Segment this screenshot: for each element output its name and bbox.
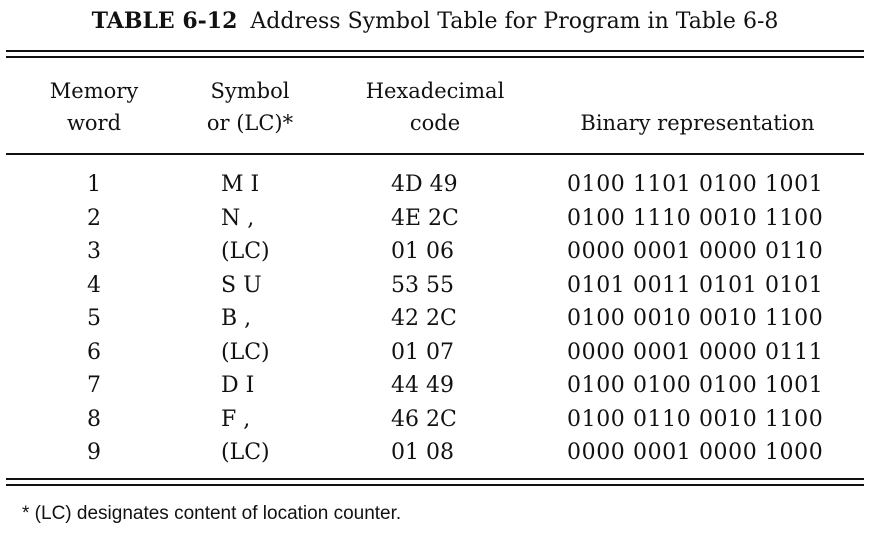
binary-cell: 0000 0001 0000 0110 (567, 239, 824, 264)
hex-cell: 4E 2C (391, 205, 459, 231)
symbol-cell: D I (221, 373, 255, 398)
header-binary-line1: Binary representation (580, 111, 815, 135)
binary-cell: 0100 1101 0100 1001 (567, 172, 824, 197)
memory-word-cell: 6 (87, 339, 101, 365)
header-memory-word: Memory word (40, 75, 148, 139)
hex-cell: 44 49 (391, 373, 454, 398)
hex-cell: 46 2C (391, 406, 457, 432)
memory-word-cell: 3 (87, 239, 101, 264)
hex-cell: 42 2C (391, 306, 457, 331)
binary-cell: 0000 0001 0000 1000 (567, 440, 824, 465)
table-title: Address Symbol Table for Program in Tabl… (250, 9, 779, 34)
header-hex-code: Hexadecimal code (350, 75, 520, 139)
table-number: TABLE 6-12 (91, 8, 238, 34)
table-row: 3 (LC) 01 06 0000 0001 0000 0110 (0, 235, 870, 269)
binary-cell: 0100 0110 0010 1100 (567, 406, 824, 432)
top-rule-inner (6, 56, 864, 58)
hex-cell: 01 06 (391, 239, 454, 264)
header-hex-line2: code (409, 111, 461, 135)
binary-cell: 0101 0011 0101 0101 (567, 272, 824, 298)
symbol-cell: F , (221, 406, 251, 432)
header-hex-line1: Hexadecimal (365, 79, 505, 103)
bottom-rule-inner (6, 484, 864, 486)
binary-cell: 0100 0010 0010 1100 (567, 306, 824, 331)
symbol-cell: B , (221, 306, 252, 331)
header-memory-word-line2: word (66, 111, 122, 135)
binary-cell: 0100 0100 0100 1001 (567, 373, 824, 398)
hex-cell: 53 55 (391, 272, 454, 298)
table-row: 1 M I 4D 49 0100 1101 0100 1001 (0, 168, 870, 202)
hex-cell: 01 08 (391, 440, 454, 465)
symbol-cell: (LC) (221, 239, 270, 264)
memory-word-cell: 7 (87, 373, 101, 398)
table-row: 6 (LC) 01 07 0000 0001 0000 0111 (0, 336, 870, 370)
header-rule (6, 153, 864, 155)
symbol-cell: N , (221, 205, 255, 231)
header-memory-word-line1: Memory (49, 79, 139, 103)
footnote: * (LC) designates content of location co… (22, 503, 402, 524)
top-rule-outer (6, 50, 864, 52)
hex-cell: 4D 49 (391, 172, 458, 197)
table-body: 1 M I 4D 49 0100 1101 0100 1001 2 N , 4E… (0, 168, 870, 470)
memory-word-cell: 9 (87, 440, 101, 465)
table-row: 7 D I 44 49 0100 0100 0100 1001 (0, 369, 870, 403)
memory-word-cell: 5 (87, 306, 101, 331)
hex-cell: 01 07 (391, 339, 454, 365)
bottom-rule-outer (6, 478, 864, 480)
memory-word-cell: 4 (87, 272, 101, 298)
memory-word-cell: 8 (87, 406, 101, 432)
memory-word-cell: 2 (87, 205, 101, 231)
header-symbol-line2: or (LC)* (206, 111, 294, 135)
table-row: 4 S U 53 55 0101 0011 0101 0101 (0, 269, 870, 303)
table-row: 2 N , 4E 2C 0100 1110 0010 1100 (0, 202, 870, 236)
memory-word-cell: 1 (87, 172, 101, 197)
symbol-cell: M I (221, 172, 260, 197)
symbol-cell: S U (221, 272, 262, 298)
symbol-cell: (LC) (221, 440, 270, 465)
header-symbol: Symbol or (LC)* (190, 75, 310, 139)
symbol-cell: (LC) (221, 339, 270, 365)
header-binary: Binary representation (560, 107, 835, 139)
header-symbol-line1: Symbol (210, 79, 290, 103)
table-row: 9 (LC) 01 08 0000 0001 0000 1000 (0, 436, 870, 470)
binary-cell: 0100 1110 0010 1100 (567, 205, 824, 231)
table-caption: TABLE 6-12 Address Symbol Table for Prog… (0, 6, 870, 37)
table-row: 8 F , 46 2C 0100 0110 0010 1100 (0, 403, 870, 437)
binary-cell: 0000 0001 0000 0111 (567, 339, 824, 365)
table-row: 5 B , 42 2C 0100 0010 0010 1100 (0, 302, 870, 336)
